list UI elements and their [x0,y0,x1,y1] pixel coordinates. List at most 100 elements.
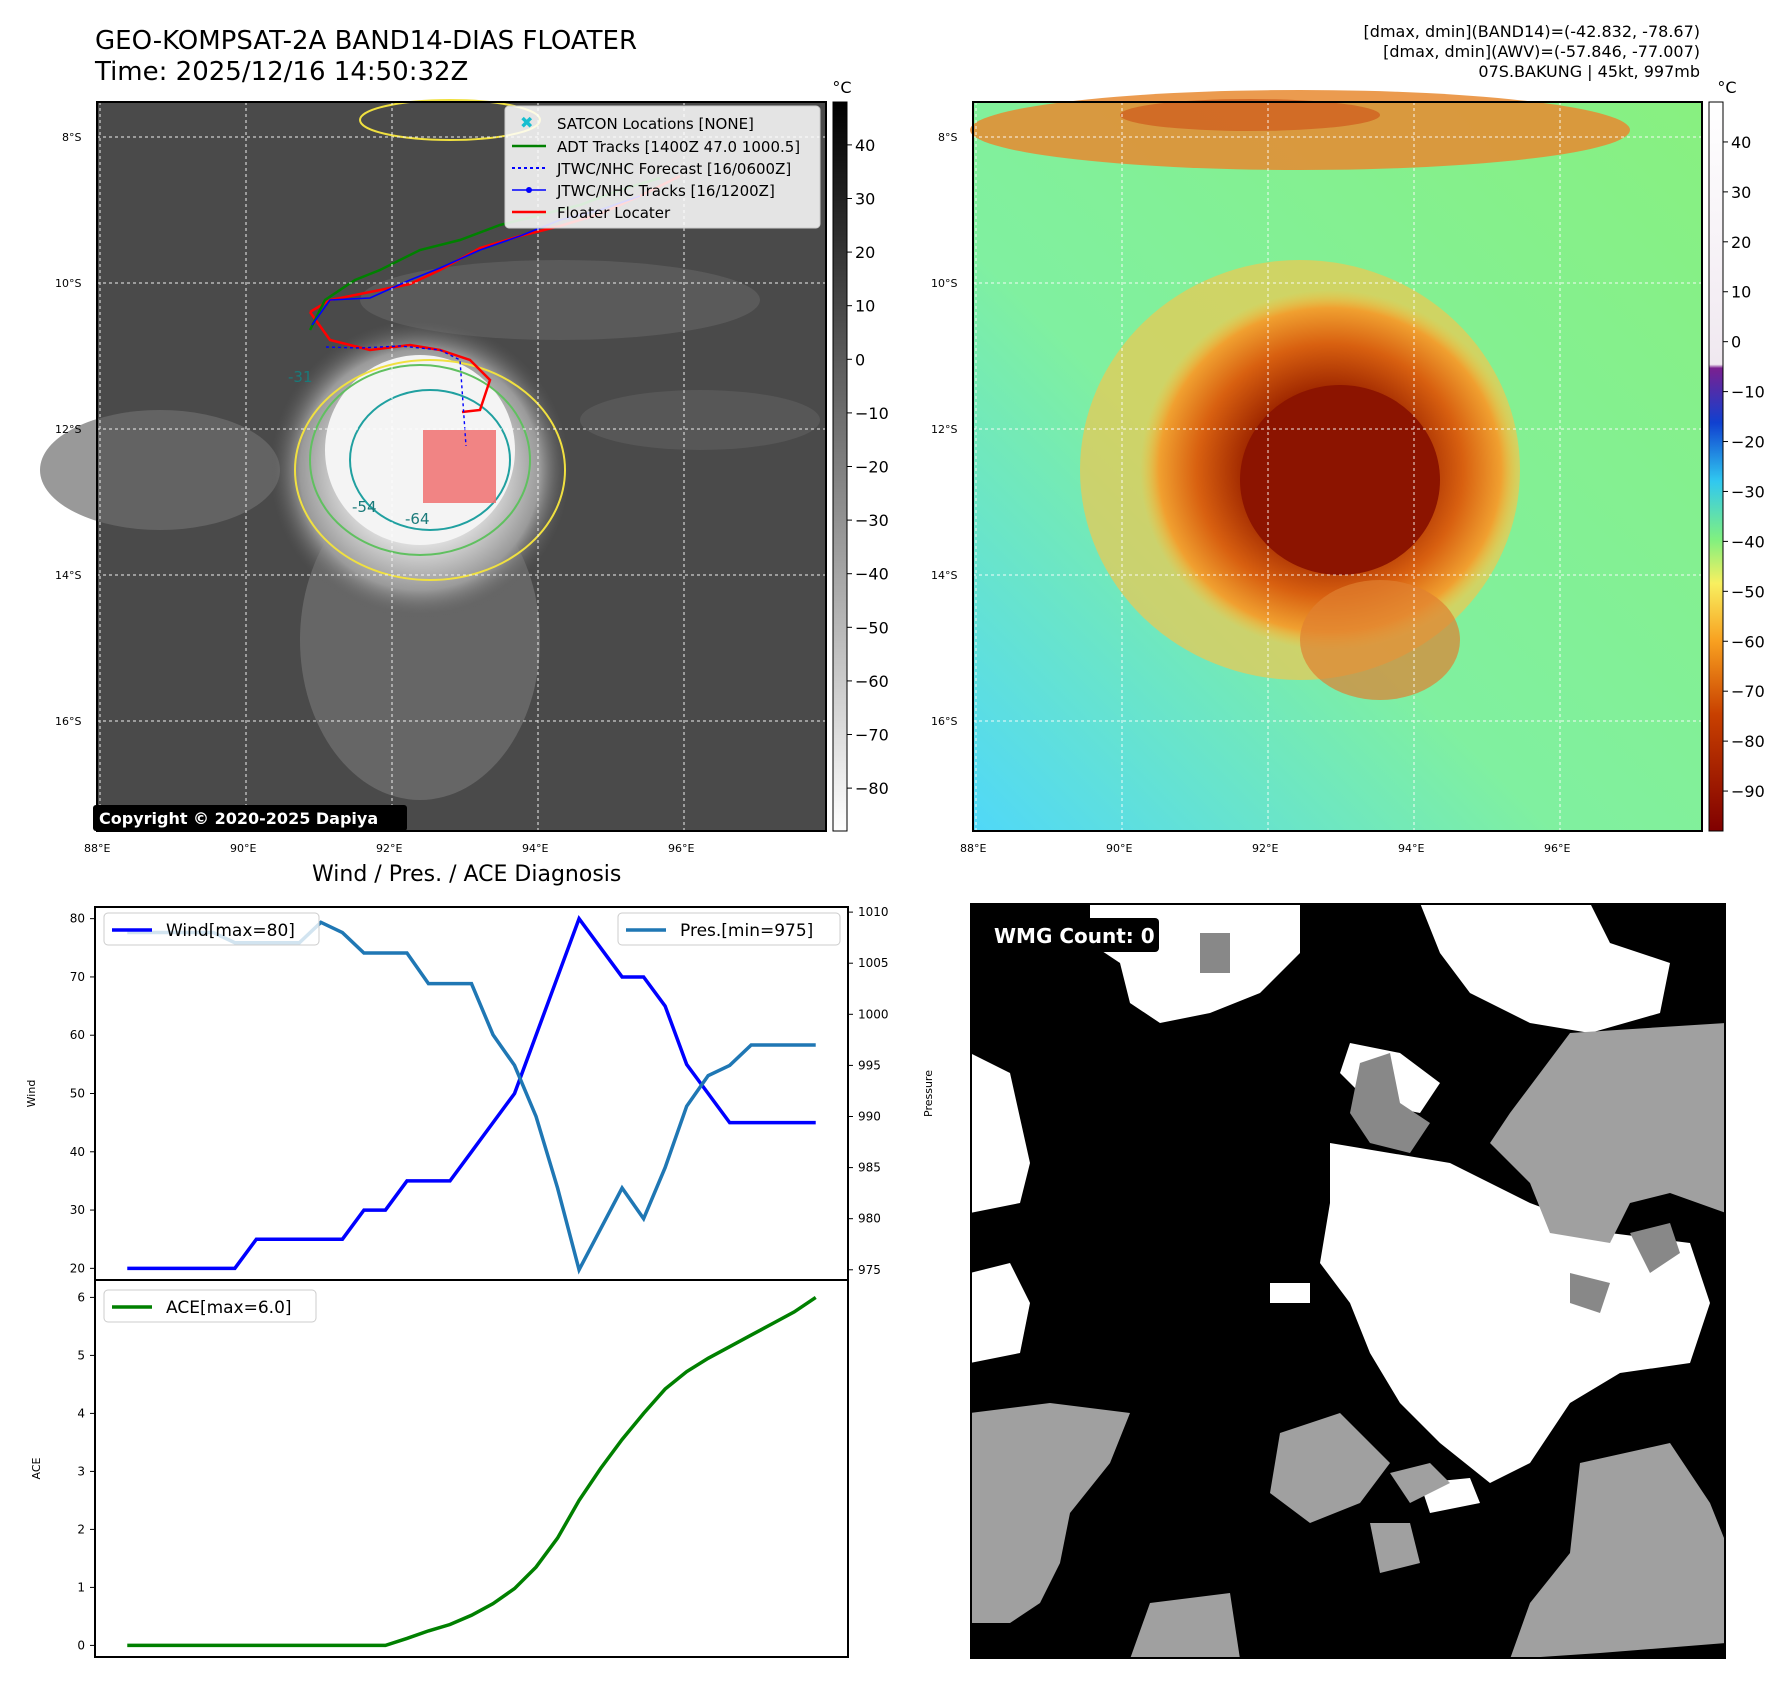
ir-legend: ✖ SATCON Locations [NONE] ADT Tracks [14… [504,105,821,229]
legend-floater: Floater Locater [557,204,671,222]
awv-lon-96e: 96°E [1544,842,1570,855]
awv-colorbar-tick-label: −30 [1731,482,1765,501]
floater-box [423,430,496,503]
ace-ytick-label: 4 [77,1406,85,1420]
wind-ytick-label: 30 [70,1203,85,1217]
stats-block: [dmax, dmin](BAND14)=(-42.832, -78.67) [… [1364,22,1700,82]
pressure-ytick-label: 985 [858,1161,881,1175]
ir-lon-92e: 92°E [376,842,402,855]
ace-ytick-label: 3 [77,1464,85,1478]
legend-jtwc: JTWC/NHC Tracks [16/1200Z] [556,182,775,200]
pressure-ytick-label: 975 [858,1263,881,1277]
contour-label-54: -54 [352,498,377,516]
ir-lat-10s: 10°S [55,277,81,290]
awv-lat-8s: 8°S [938,131,957,144]
ir-colorbar-tick-label: −40 [855,565,889,584]
copyright-label: Copyright © 2020-2025 Dapiya [99,809,378,828]
wind-legend-box [103,912,320,946]
awv-lat-10s: 10°S [931,277,957,290]
ace-ytick-label: 5 [77,1348,85,1362]
ir-lat-8s: 8°S [62,131,81,144]
awv-lon-90e: 90°E [1106,842,1132,855]
awv-colorbar: °C 40 30 20 10 0 −10 −20 −30 −40 −50 −60 −70 −80 −90 [1708,78,1765,832]
ir-colorbar-unit: °C [832,78,851,97]
ace-legend-box [103,1289,317,1323]
awv-colorbar-tick-label: 20 [1731,233,1751,252]
pressure-legend-box [617,912,841,946]
stats-line-3: 07S.BAKUNG | 45kt, 997mb [1478,62,1700,81]
awv-colorbar-tick-label: 30 [1731,183,1751,202]
legend-marker-satcon: ✖ [520,113,533,132]
diagnosis-title: Wind / Pres. / ACE Diagnosis [312,862,622,887]
figure-title: GEO-KOMPSAT-2A BAND14-DIAS FLOATER Time:… [95,26,637,88]
legend-marker-jtwc-dot [526,187,532,193]
ir-lon-90e: 90°E [230,842,256,855]
wmg-panel: WMG Count: 0 [970,903,1726,1659]
ace-ytick-label: 2 [77,1522,85,1536]
ace-ytick-label: 1 [77,1580,85,1594]
wind-ytick-label: 80 [70,912,85,926]
awv-lat-14s: 14°S [931,569,957,582]
legend-adt: ADT Tracks [1400Z 47.0 1000.5] [557,138,800,156]
pressure-ytick-label: 1000 [858,1007,889,1021]
ir-colorbar-tick-label: −50 [855,618,889,637]
ir-colorbar-tick-label: 0 [855,350,865,369]
ir-lon-88e: 88°E [84,842,110,855]
wind-ytick-label: 70 [70,970,85,984]
title-line-1: GEO-KOMPSAT-2A BAND14-DIAS FLOATER [95,26,638,56]
awv-colorbar-tick-label: −40 [1731,532,1765,551]
pressure-ytick-label: 995 [858,1058,881,1072]
ir-colorbar-tick-label: 30 [855,189,875,208]
contour-label-31: -31 [288,368,313,386]
awv-lat-16s: 16°S [931,715,957,728]
ir-colorbar-tick-label: 20 [855,243,875,262]
wind-ytick-label: 40 [70,1145,85,1159]
awv-lat-12s: 12°S [931,423,957,436]
awv-colorbar-tick-label: 40 [1731,133,1751,152]
ir-colorbar-tick-label: 10 [855,297,875,316]
ir-lon-94e: 94°E [522,842,548,855]
ir-colorbar-tick-label: −80 [855,779,889,798]
wind-series-line [127,915,816,1271]
awv-colorbar-tick-label: −60 [1731,632,1765,651]
pressure-legend-label: Pres.[min=975] [680,921,813,941]
pressure-series-line [127,920,816,1275]
legend-satcon: SATCON Locations [NONE] [557,115,754,133]
pressure-axis-label: Pressure [922,1070,935,1117]
pressure-ytick-label: 980 [858,1212,881,1226]
awv-lon-88e: 88°E [960,842,986,855]
awv-lon-92e: 92°E [1252,842,1278,855]
ir-colorbar-tick-label: −60 [855,672,889,691]
ir-colorbar-tick-label: −30 [855,511,889,530]
wind-ytick-label: 60 [70,1028,85,1042]
ir-lat-16s: 16°S [55,715,81,728]
diagnosis-chart: 2030405060708097598098599099510001005101… [25,905,935,1658]
jtwc-forecast-line [325,345,467,447]
wind-legend-label: Wind[max=80] [166,921,295,941]
pressure-ytick-label: 990 [858,1109,881,1123]
wind-ytick-label: 50 [70,1087,85,1101]
title-line-2: Time: 2025/12/16 14:50:32Z [95,57,469,87]
awv-colorbar-tick-label: −90 [1731,782,1765,801]
awv-colorbar-tick-label: −80 [1731,732,1765,751]
awv-colorbar-tick-label: −70 [1731,682,1765,701]
awv-colorbar-tick-label: 0 [1731,333,1741,352]
ir-map-figure: -31 -54 -64 Copyright © 2020-2025 Dapiya… [40,78,1765,855]
ace-series-line [127,1295,817,1648]
awv-map-panel: 8°S 10°S 12°S 14°S 16°S 88°E 90°E 92°E 9… [931,90,1703,855]
ace-ytick-label: 0 [77,1638,85,1652]
wind-chart-frame [94,906,849,1281]
ace-chart: 0 1 2 3 4 5 6 ACE ACE[max=6.0] [30,1279,849,1658]
ace-ytick-label: 6 [77,1290,85,1304]
pressure-ytick-label: 1010 [858,905,889,919]
ir-lon-96e: 96°E [668,842,694,855]
wind-ytick-label: 20 [70,1261,85,1275]
wmg-gray-areas [970,1023,1726,1659]
wind-axis-label: Wind [25,1080,38,1108]
awv-gridlines [973,102,1702,831]
wmg-count-label: WMG Count: 0 [994,924,1155,948]
ir-lat-12s: 12°S [55,423,81,436]
ir-lat-14s: 14°S [55,569,81,582]
ace-axis-label: ACE [30,1457,43,1479]
awv-lon-94e: 94°E [1398,842,1424,855]
